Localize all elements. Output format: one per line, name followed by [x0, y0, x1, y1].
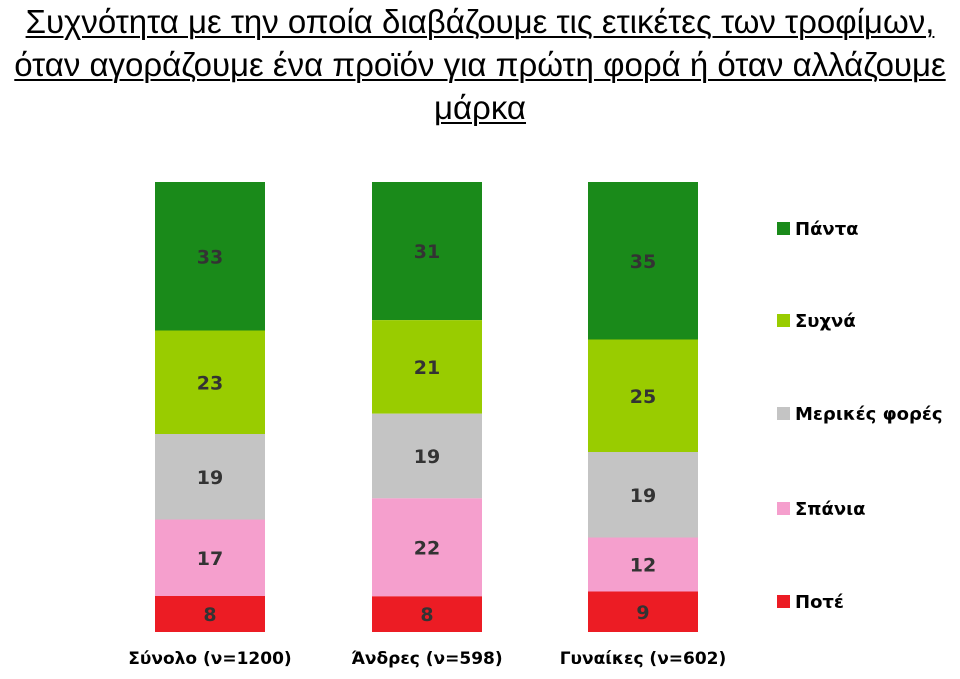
bar-segment-1-1: [155, 182, 265, 331]
data-label-1-1: 33: [197, 246, 223, 268]
data-label-3-3: 19: [630, 485, 656, 507]
bar-segment-2-4: [372, 498, 482, 597]
data-label-2-5: 8: [420, 604, 433, 626]
data-label-2-4: 22: [414, 537, 440, 559]
legend-swatch-3: [777, 407, 790, 420]
data-label-3-2: 25: [630, 386, 656, 408]
bar-segment-3-1: [588, 182, 698, 340]
bar-segment-3-4: [588, 537, 698, 592]
legend-label-4: Σπάνια: [795, 499, 866, 520]
legend-label-5: Ποτέ: [795, 592, 844, 613]
data-label-1-5: 8: [203, 604, 216, 626]
bar-segment-1-5: [155, 596, 265, 632]
legend-swatch-4: [777, 502, 790, 515]
bar-segment-2-2: [372, 320, 482, 414]
legend-label-1: Πάντα: [795, 219, 859, 240]
data-label-1-4: 17: [197, 548, 223, 570]
bar-segment-1-3: [155, 434, 265, 520]
chart-title: Συχνότητα με την οποία διαβάζουμε τις ετ…: [14, 3, 946, 126]
legend-label-2: Συχνά: [795, 311, 856, 332]
bar-segment-3-2: [588, 339, 698, 452]
category-label-2: Άνδρες (ν=598): [351, 649, 502, 669]
bars-group: 33 23 19 17 8 Σύνολο (ν=1200) 31 21 19 22 8 Άνδρες …: [128, 182, 726, 669]
bar-segment-1-2: [155, 330, 265, 434]
bar-segment-1-4: [155, 519, 265, 596]
bar-segment-2-1: [372, 182, 482, 321]
legend-swatch-1: [777, 222, 790, 235]
data-label-1-3: 19: [197, 467, 223, 489]
data-label-3-1: 35: [630, 251, 656, 273]
bar-segment-2-5: [372, 596, 482, 632]
bar-segment-2-3: [372, 413, 482, 499]
legend-label-3: Μερικές φορές: [795, 404, 943, 425]
bar-segment-3-3: [588, 452, 698, 538]
category-label-3: Γυναίκες (ν=602): [560, 649, 727, 669]
legend: Πάντα Συχνά Μερικές φορές Σπάνια Ποτέ: [777, 219, 943, 613]
legend-swatch-5: [777, 595, 790, 608]
data-label-2-1: 31: [414, 241, 440, 263]
data-label-1-2: 23: [197, 372, 223, 394]
bar-segment-3-5: [588, 591, 698, 632]
data-label-2-2: 21: [414, 357, 440, 379]
data-label-3-5: 9: [636, 602, 649, 624]
data-label-3-4: 12: [630, 555, 656, 577]
legend-swatch-2: [777, 314, 790, 327]
category-label-1: Σύνολο (ν=1200): [128, 649, 291, 669]
data-label-2-3: 19: [414, 446, 440, 468]
